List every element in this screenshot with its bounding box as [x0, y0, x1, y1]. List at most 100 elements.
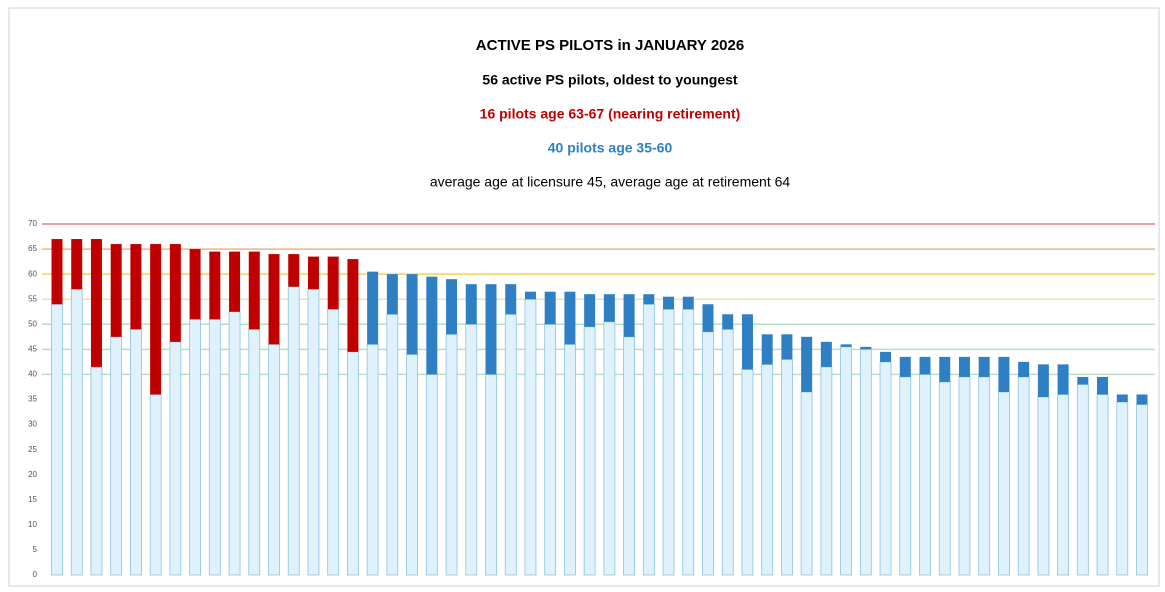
bar-segment: [110, 244, 122, 337]
bar-segment: [445, 333, 458, 576]
bar-segment: [248, 251, 260, 330]
bar-segment: [425, 374, 438, 576]
bar-segment: [998, 391, 1010, 576]
y-tick-label: 70: [28, 219, 37, 228]
bar-segment: [840, 344, 852, 347]
bar-segment: [761, 334, 773, 365]
bar-segment: [347, 259, 359, 352]
chart-subtitle: average age at licensure 45, average age…: [430, 174, 791, 190]
bar-segment: [307, 288, 320, 576]
bar-segment: [1077, 376, 1089, 385]
bar-segment: [366, 343, 379, 576]
y-tick-label: 15: [28, 495, 37, 504]
bar-segment: [938, 381, 951, 576]
bar-segment: [189, 249, 201, 320]
bar-segment: [169, 341, 182, 576]
bar-segment: [1136, 404, 1148, 576]
bar-segment: [583, 326, 596, 576]
bar-segment: [406, 353, 418, 576]
y-tick-label: 50: [28, 319, 37, 328]
bar-segment: [1017, 376, 1030, 576]
bar-segment: [465, 323, 478, 576]
bar-segment: [1037, 396, 1050, 576]
bar-segment: [229, 251, 241, 312]
y-tick-label: 35: [28, 395, 37, 404]
bar-segment: [978, 376, 991, 576]
bar-segment: [485, 374, 497, 576]
bar-segment: [958, 376, 971, 576]
bar-segment: [524, 298, 537, 576]
bar-segment: [741, 369, 754, 576]
bar-segment: [406, 274, 418, 355]
bar-segment: [603, 321, 616, 576]
bar-segment: [998, 356, 1010, 392]
bar-segment: [663, 296, 675, 310]
bar-segment: [150, 244, 162, 395]
bar-segment: [859, 348, 872, 576]
y-tick-label: 20: [28, 470, 37, 479]
chart-subtitle: 40 pilots age 35-60: [548, 140, 673, 156]
bar-segment: [130, 328, 142, 576]
bar-segment: [623, 294, 635, 337]
bar-segment: [761, 363, 774, 576]
bar-segment: [919, 356, 931, 375]
bar-segment: [347, 351, 359, 576]
bar-segment: [90, 366, 103, 576]
bar-segment: [268, 254, 280, 345]
bar-segment: [524, 291, 536, 300]
bar-segment: [544, 291, 556, 325]
bar-segment: [623, 336, 635, 576]
bar-segment: [209, 251, 221, 320]
bar-segment: [110, 336, 123, 576]
bar-segment: [722, 314, 734, 330]
bar-segment: [1097, 376, 1109, 395]
bar-segment: [801, 336, 813, 392]
bar-segment: [682, 296, 694, 310]
bar-segment: [288, 254, 300, 287]
bar-segment: [643, 294, 655, 305]
bar-segment: [564, 343, 576, 576]
bar-segment: [1136, 394, 1148, 405]
bar-segment: [130, 244, 142, 330]
bar-segment: [919, 374, 931, 576]
bar-segment: [642, 303, 655, 576]
bar-segment: [702, 304, 714, 332]
bar-segment: [268, 343, 280, 576]
bar-segment: [208, 318, 221, 576]
bar-segment: [426, 276, 438, 375]
bar-segment: [149, 394, 162, 576]
bar-segment: [781, 334, 793, 360]
bar-segment: [899, 376, 912, 576]
y-tick-label: 30: [28, 420, 37, 429]
bar-segment: [386, 313, 399, 576]
y-tick-label: 40: [28, 370, 37, 379]
bar-segment: [505, 284, 517, 315]
bar-segment: [90, 239, 102, 367]
y-tick-label: 0: [33, 570, 38, 579]
bar-segment: [1116, 394, 1128, 403]
bar-segment: [840, 346, 852, 576]
chart-title: ACTIVE PS PILOTS in JANUARY 2026: [476, 37, 744, 54]
bar-segment: [189, 318, 201, 576]
bar-segment: [721, 328, 734, 576]
bar-segment: [958, 356, 970, 377]
bar-segment: [1057, 394, 1069, 576]
y-tick-label: 60: [28, 269, 37, 278]
bar-segment: [1096, 394, 1109, 576]
bar-segment: [939, 356, 951, 382]
y-tick-label: 10: [28, 520, 37, 529]
bar-segment: [800, 391, 813, 576]
bar-segment: [485, 284, 497, 375]
bar-segment: [71, 239, 83, 290]
bar-segment: [1116, 401, 1129, 576]
bar-segment: [169, 244, 181, 342]
bar-segment: [228, 311, 241, 576]
bar-segment: [899, 356, 911, 377]
bar-segment: [584, 294, 596, 327]
bar-segment: [603, 294, 615, 322]
bar-segment: [51, 239, 63, 305]
bar-segment: [544, 323, 557, 576]
bar-segment: [978, 356, 990, 377]
